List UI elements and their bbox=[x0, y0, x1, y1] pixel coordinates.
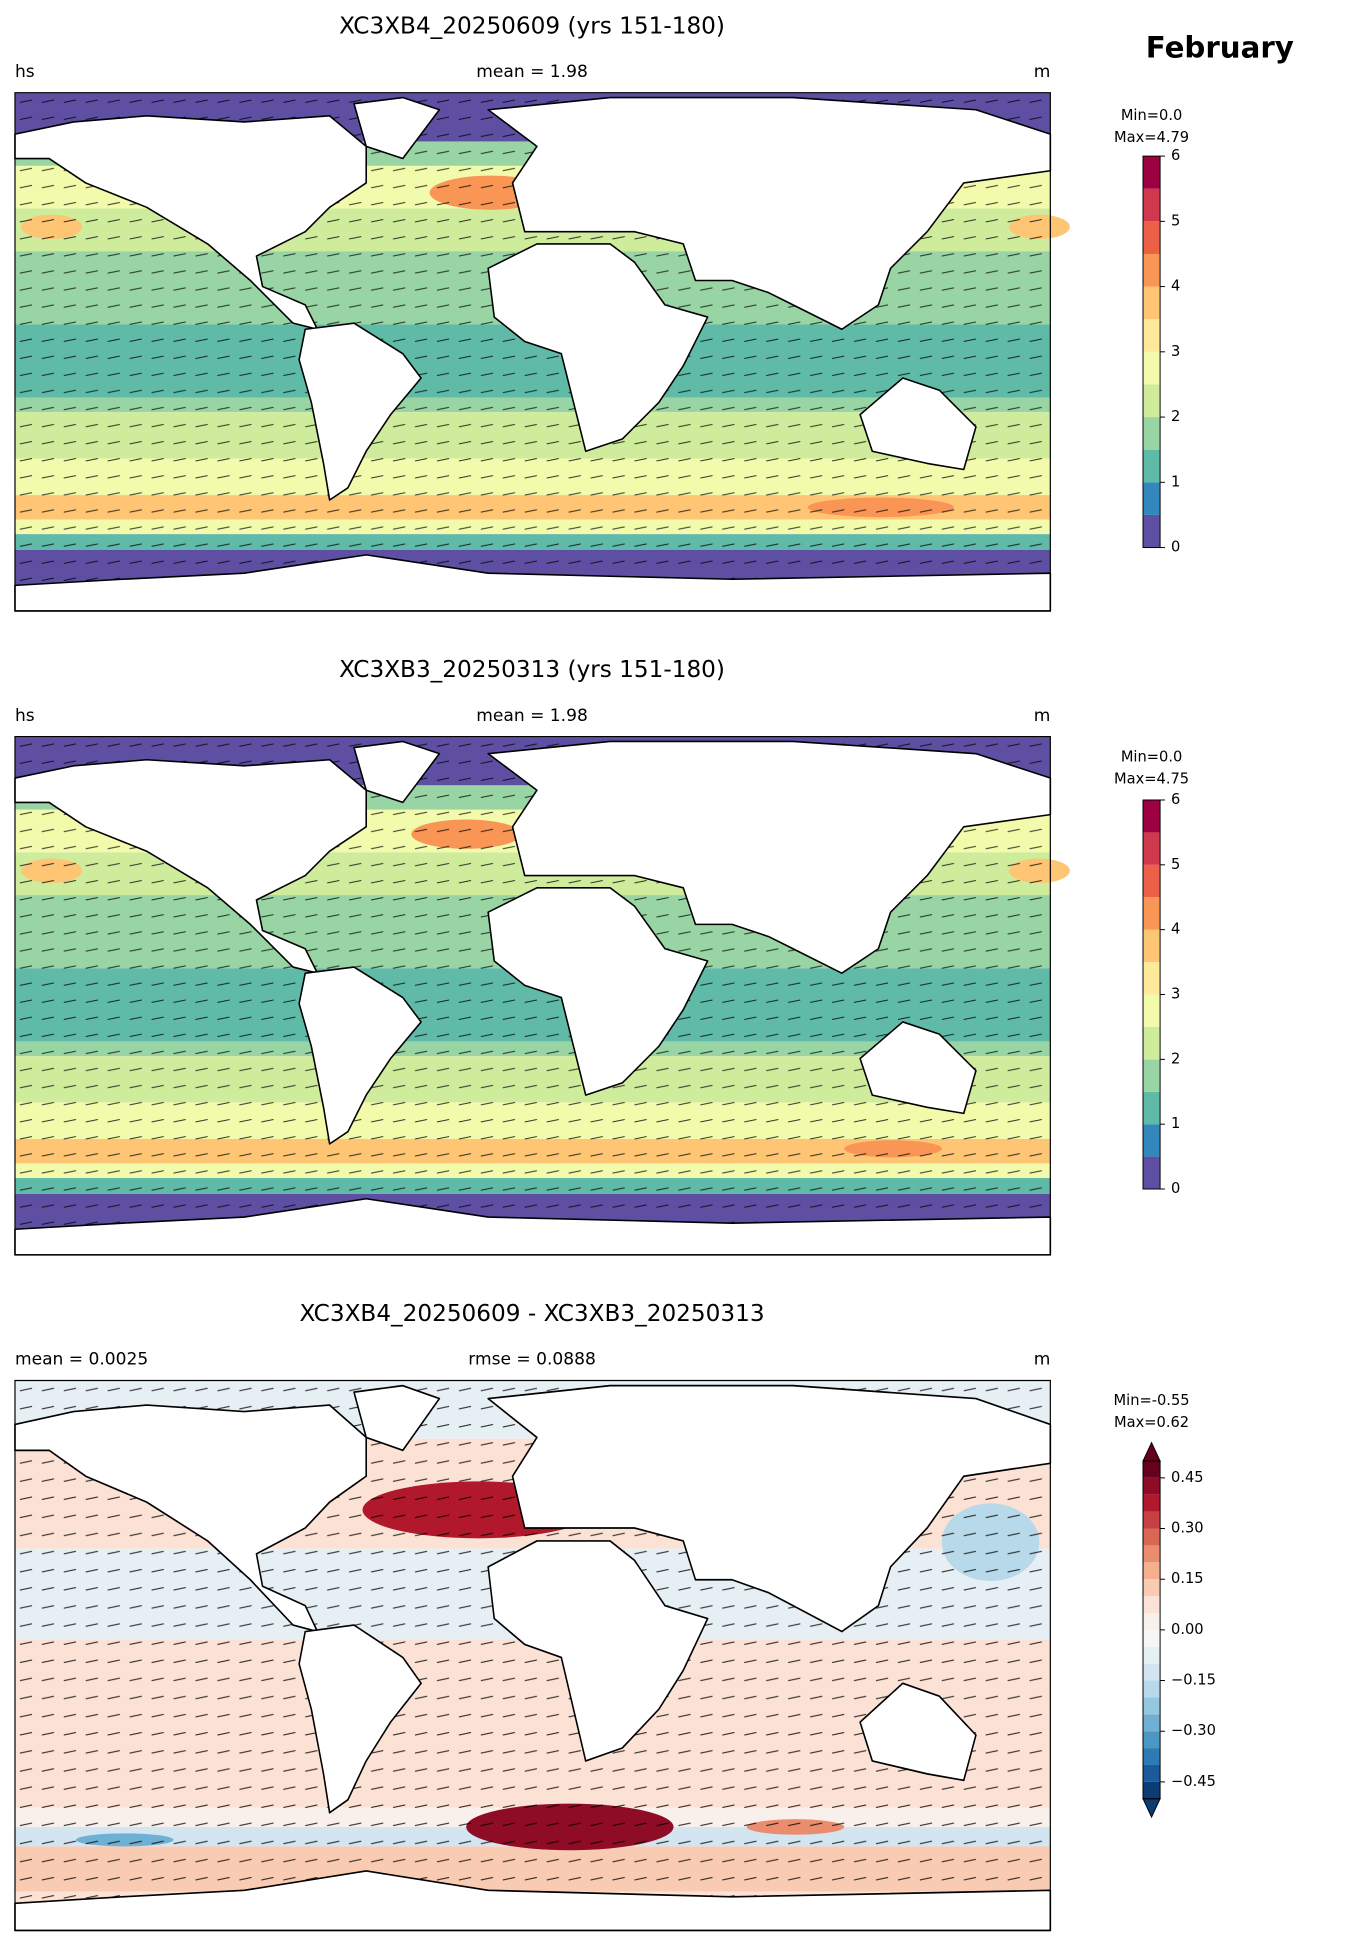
colorbar-segment bbox=[1143, 1646, 1161, 1664]
colorbar-tick-label: 0.45 bbox=[1171, 1469, 1204, 1486]
colorbar-tick-label: 1 bbox=[1171, 473, 1180, 490]
colorbar-segment bbox=[1143, 1663, 1161, 1681]
colorbar-tick-label: 4 bbox=[1171, 921, 1180, 938]
colorbar-tick-label: 3 bbox=[1171, 985, 1180, 1002]
map-frame bbox=[15, 1380, 1050, 1930]
colorbar-segment bbox=[1143, 799, 1161, 833]
colorbar-tick-label: 0.30 bbox=[1171, 1520, 1204, 1537]
right-label: m bbox=[1034, 1350, 1051, 1370]
colorbar-segment bbox=[1143, 286, 1161, 320]
colorbar-segment bbox=[1143, 417, 1161, 450]
colorbar-segment bbox=[1143, 962, 1161, 995]
colorbar-tick-label: 5 bbox=[1171, 212, 1180, 229]
right-label: m bbox=[1034, 62, 1051, 82]
panel-title: XC3XB4_20250609 (yrs 151-180) bbox=[339, 12, 725, 39]
colorbar-tick-label: 4 bbox=[1171, 278, 1180, 295]
colorbar-segment bbox=[1143, 188, 1161, 222]
map bbox=[14, 1380, 1052, 1932]
colorbar-extend-low bbox=[1142, 1798, 1161, 1819]
colorbar-segment bbox=[1143, 1545, 1161, 1563]
colorbar-tick-label: 0 bbox=[1171, 1180, 1180, 1197]
colorbar-segment bbox=[1143, 1477, 1161, 1495]
colorbar-segment bbox=[1143, 1680, 1161, 1698]
map bbox=[14, 737, 1070, 1256]
colorbar-segment bbox=[1143, 929, 1161, 963]
colorbar-segment bbox=[1143, 1748, 1161, 1765]
colorbar-segment bbox=[1143, 1511, 1161, 1529]
colorbar-segment bbox=[1143, 1697, 1161, 1715]
colorbar-segment bbox=[1143, 1460, 1161, 1478]
max-label: Max=0.62 bbox=[1114, 1414, 1189, 1431]
colorbar-tick-label: 2 bbox=[1171, 408, 1180, 425]
colorbar-segment bbox=[1143, 351, 1161, 385]
max-label: Max=4.75 bbox=[1114, 770, 1189, 787]
colorbar-segment bbox=[1143, 1059, 1161, 1092]
colorbar-segment bbox=[1143, 1612, 1161, 1630]
colorbar-segment bbox=[1143, 1579, 1161, 1597]
figure-title: February bbox=[1146, 30, 1294, 64]
colorbar-tick-label: 5 bbox=[1171, 856, 1180, 873]
colorbar-segment bbox=[1143, 221, 1161, 254]
colorbar-segment bbox=[1143, 1629, 1161, 1647]
colorbar-segment bbox=[1143, 897, 1161, 930]
map-frame bbox=[15, 93, 1050, 611]
colorbar-segment bbox=[1143, 482, 1161, 515]
map-frame bbox=[15, 737, 1050, 1255]
colorbar-segment bbox=[1143, 1091, 1161, 1125]
min-label: Min=0.0 bbox=[1121, 107, 1182, 124]
left-label: mean = 0.0025 bbox=[15, 1350, 148, 1370]
center-label: rmse = 0.0888 bbox=[468, 1350, 596, 1370]
colorbar-tick-label: −0.15 bbox=[1171, 1672, 1216, 1689]
colorbar-tick-label: 0.00 bbox=[1171, 1621, 1204, 1638]
colorbar-tick-label: 6 bbox=[1171, 147, 1180, 164]
colorbar-segment bbox=[1143, 253, 1161, 287]
panel-title: XC3XB3_20250313 (yrs 151-180) bbox=[339, 656, 725, 683]
colorbar-segment bbox=[1143, 1731, 1161, 1749]
colorbar-segment bbox=[1143, 1764, 1161, 1782]
colorbar-segment bbox=[1143, 1781, 1161, 1799]
colorbar-tick-label: 3 bbox=[1171, 343, 1180, 360]
colorbar-segment bbox=[1143, 156, 1161, 189]
colorbar-segment bbox=[1143, 994, 1161, 1027]
colorbar-tick-label: 0.15 bbox=[1171, 1570, 1204, 1587]
colorbar-tick-label: 0 bbox=[1171, 539, 1180, 556]
colorbar-tick-label: −0.45 bbox=[1171, 1773, 1216, 1790]
colorbar-segment bbox=[1143, 1026, 1161, 1060]
colorbar-segment bbox=[1143, 514, 1161, 548]
colorbar-tick-label: 1 bbox=[1171, 1115, 1180, 1132]
panel-title: XC3XB4_20250609 - XC3XB3_20250313 bbox=[300, 1300, 765, 1327]
left-label: hs bbox=[15, 706, 35, 726]
colorbar-segment bbox=[1143, 832, 1161, 865]
colorbar-segment bbox=[1143, 449, 1161, 483]
map bbox=[14, 93, 1070, 612]
left-label: hs bbox=[15, 62, 35, 82]
colorbar-segment bbox=[1143, 1156, 1161, 1190]
colorbar-segment bbox=[1143, 1714, 1161, 1732]
center-label: mean = 1.98 bbox=[476, 62, 588, 82]
colorbar-segment bbox=[1143, 319, 1161, 352]
colorbar-segment bbox=[1143, 1528, 1161, 1546]
colorbar-segment bbox=[1143, 1562, 1161, 1580]
center-label: mean = 1.98 bbox=[476, 706, 588, 726]
colorbar-tick-label: 6 bbox=[1171, 791, 1180, 808]
min-label: Min=-0.55 bbox=[1114, 1392, 1190, 1409]
colorbar-tick-label: −0.30 bbox=[1171, 1722, 1216, 1739]
colorbar-segment bbox=[1143, 1596, 1161, 1613]
max-label: Max=4.79 bbox=[1114, 129, 1189, 146]
colorbar-segment bbox=[1143, 384, 1161, 418]
colorbar-extend-high bbox=[1142, 1441, 1161, 1462]
colorbar-segment bbox=[1143, 1124, 1161, 1157]
colorbar-tick-label: 2 bbox=[1171, 1050, 1180, 1067]
colorbar-segment bbox=[1143, 1494, 1161, 1512]
right-label: m bbox=[1034, 706, 1051, 726]
colorbar-segment bbox=[1143, 864, 1161, 898]
min-label: Min=0.0 bbox=[1121, 748, 1182, 765]
